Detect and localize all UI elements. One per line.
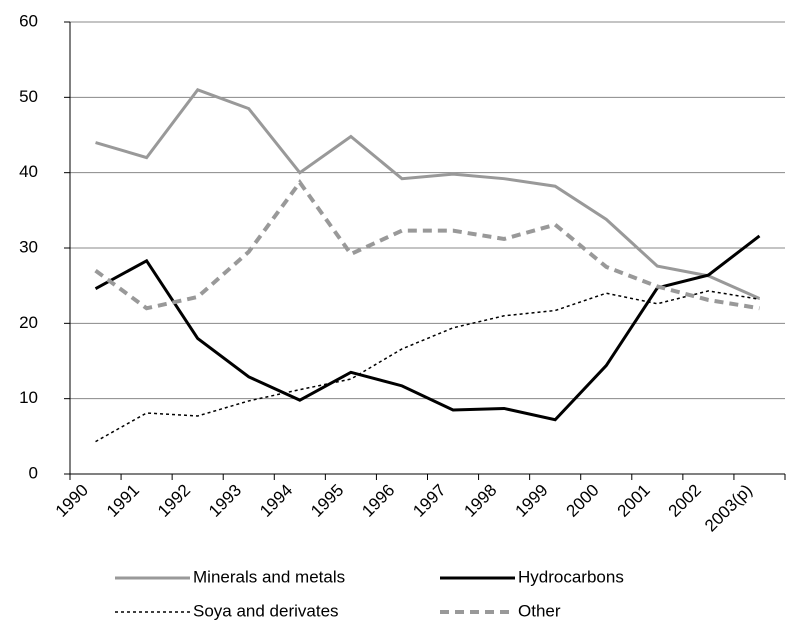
y-tick-label: 20: [19, 313, 38, 332]
x-tick-label: 2001: [614, 481, 654, 521]
x-tick-label: 1998: [460, 481, 500, 521]
x-tick-label: 1991: [103, 481, 143, 521]
x-tick-label: 1996: [358, 481, 398, 521]
x-tick-label: 1993: [205, 481, 245, 521]
x-tick-label: 1995: [307, 481, 347, 521]
x-tick-label: 1994: [256, 481, 296, 521]
legend-label: Minerals and metals: [193, 567, 345, 586]
y-tick-label: 40: [19, 162, 38, 181]
x-tick-label: 1997: [409, 481, 449, 521]
series-line: [94, 234, 761, 422]
x-tick-label: 1999: [511, 481, 551, 521]
legend-label: Hydrocarbons: [518, 567, 624, 586]
series-line: [95, 88, 761, 300]
y-tick-label: 50: [19, 87, 38, 106]
y-tick-label: 30: [19, 237, 38, 256]
y-tick-label: 10: [19, 388, 38, 407]
y-tick-label: 60: [19, 11, 38, 30]
x-tick-label: 1992: [154, 481, 194, 521]
series-line: [95, 290, 760, 443]
x-tick-label: 2003(p): [701, 481, 756, 536]
x-tick-label: 1990: [52, 481, 92, 521]
series-line: [94, 179, 760, 311]
legend-label: Soya and derivates: [193, 601, 339, 620]
legend-label: Other: [518, 601, 561, 620]
x-tick-label: 2000: [563, 481, 603, 521]
y-tick-label: 0: [29, 463, 38, 482]
x-tick-label: 2002: [665, 481, 705, 521]
